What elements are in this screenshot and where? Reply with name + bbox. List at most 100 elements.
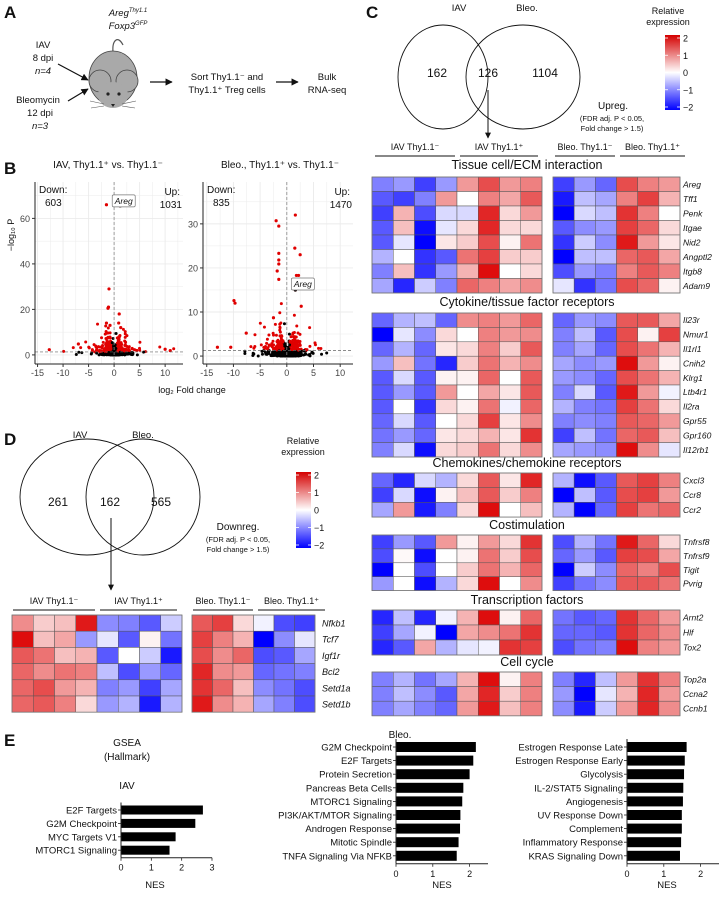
- heatmap-cell: [371, 502, 394, 518]
- volcano-point: [284, 342, 288, 346]
- heatmap-cell: [520, 399, 543, 415]
- volcano-point: [108, 323, 112, 327]
- gene-label: Ccr2: [683, 505, 701, 515]
- volcano-point: [287, 332, 291, 336]
- bar-category-label: G2M Checkpoint: [321, 743, 392, 754]
- heatmap-cell: [435, 686, 458, 702]
- heatmap-cell: [520, 327, 543, 343]
- heatmap-cell: [160, 679, 183, 697]
- heatmap-cell: [54, 630, 76, 648]
- legend-tick: 1: [683, 51, 688, 61]
- bar-category-label: E2F Targets: [66, 806, 117, 817]
- heatmap-cell: [499, 278, 521, 294]
- heatmap-section-title: Chemokines/chemokine receptors: [433, 456, 622, 470]
- heatmap-cell: [435, 413, 458, 429]
- heatmap-cell: [435, 205, 458, 221]
- volcano-title: Bleo., Thy1.1⁺ vs. Thy1.1⁻: [221, 160, 339, 171]
- heatmap-cell: [456, 609, 479, 626]
- heatmap-cell: [478, 609, 500, 626]
- direction-label: Upreg.: [598, 101, 628, 112]
- x-tick-label: -15: [31, 368, 44, 378]
- x-tick-label: -10: [227, 368, 240, 378]
- sort-step-line-1: Sort Thy1.1⁻ and: [191, 72, 263, 83]
- volcano-title: IAV, Thy1.1⁺ vs. Thy1.1⁻: [53, 160, 163, 171]
- volcano-point: [277, 251, 281, 255]
- volcano-point: [265, 341, 269, 345]
- heatmap-cell: [520, 548, 543, 564]
- heatmap-cell: [191, 663, 213, 681]
- heatmap-cell: [616, 205, 638, 221]
- heatmap-cell: [478, 278, 500, 294]
- bar-category-label: MTORC1 Signaling: [310, 797, 392, 808]
- volcano-point: [289, 335, 293, 339]
- heatmap-cell: [573, 341, 596, 357]
- heatmap-cell: [637, 502, 660, 518]
- heatmap-section-title: Transcription factors: [471, 593, 584, 607]
- heatmap-cell: [478, 472, 500, 488]
- volcano-point: [281, 350, 285, 354]
- iav-bar-title: IAV: [119, 781, 135, 792]
- bar-category-label: UV Response Down: [537, 811, 623, 822]
- heatmap-cell: [478, 249, 500, 265]
- volcano-point: [229, 345, 233, 349]
- heatmap-section-title: Cytokine/tissue factor receptors: [439, 295, 614, 309]
- group-header: IAV Thy1.1⁻: [30, 596, 79, 606]
- heatmap-cell: [435, 191, 458, 207]
- heatmap-cell: [658, 700, 681, 717]
- heatmap-cell: [499, 205, 521, 221]
- volcano-point: [114, 347, 118, 351]
- gene-label: Itgae: [683, 223, 702, 233]
- heatmap-cell: [658, 341, 681, 357]
- volcano-point: [253, 333, 257, 337]
- heatmap-cell: [456, 278, 479, 294]
- heatmap-cell: [414, 548, 436, 564]
- heatmap-cell: [499, 534, 521, 550]
- heatmap-cell: [435, 534, 458, 550]
- heatmap-cell: [11, 647, 34, 664]
- heatmap-cell: [456, 355, 479, 371]
- volcano-point: [278, 334, 282, 338]
- heatmap-cell: [616, 176, 638, 192]
- volcano-point: [310, 351, 314, 355]
- heatmap-cell: [435, 671, 458, 687]
- heatmap-cell: [118, 663, 140, 681]
- volcano-point: [107, 351, 111, 355]
- heatmap-cell: [160, 647, 183, 664]
- bar-category-label: IL-2/STAT5 Signaling: [534, 783, 623, 794]
- heatmap-cell: [499, 234, 521, 250]
- heatmap-cell: [212, 679, 234, 697]
- volcano-point: [233, 301, 237, 305]
- heatmap-cell: [253, 647, 275, 664]
- heatmap-cell: [658, 639, 681, 656]
- heatmap-cell: [573, 671, 596, 687]
- bar-category-label: Complement: [569, 824, 623, 835]
- volcano-point: [278, 326, 282, 330]
- heatmap-cell: [435, 502, 458, 518]
- heatmap-cell: [414, 700, 436, 717]
- heatmap-cell: [11, 614, 34, 632]
- heatmap-cell: [573, 205, 596, 221]
- heatmap-cell: [456, 384, 479, 400]
- heatmap-cell: [637, 534, 660, 550]
- bleo-label: Bleomycin: [16, 95, 60, 106]
- gene-label: Adam9: [682, 281, 710, 291]
- panel-a-schematic: AregThy1.1 Foxp3GFP IAV 8 dpi n=4 Bleomy…: [16, 8, 346, 132]
- gene-label: Ltb4r1: [683, 387, 707, 397]
- volcano-point: [142, 350, 146, 354]
- heatmap-cell: [637, 176, 660, 192]
- heatmap-cell: [478, 312, 500, 328]
- volcano-point: [80, 351, 84, 355]
- heatmap-cell: [616, 609, 638, 626]
- bar-category-label: PI3K/AKT/MTOR Signaling: [278, 811, 392, 822]
- gsea-subtitle: (Hallmark): [104, 752, 150, 763]
- up-count: 1470: [330, 200, 353, 211]
- heatmap-cell: [393, 609, 415, 626]
- iav-label: IAV: [36, 40, 51, 51]
- heatmap-cell: [637, 442, 660, 458]
- gene-callout-box: [290, 277, 315, 291]
- heatmap-cell: [435, 327, 458, 343]
- heatmap-cell: [573, 413, 596, 429]
- volcano-point: [293, 246, 297, 250]
- heatmap-cell: [478, 624, 500, 641]
- heatmap-cell: [658, 220, 681, 236]
